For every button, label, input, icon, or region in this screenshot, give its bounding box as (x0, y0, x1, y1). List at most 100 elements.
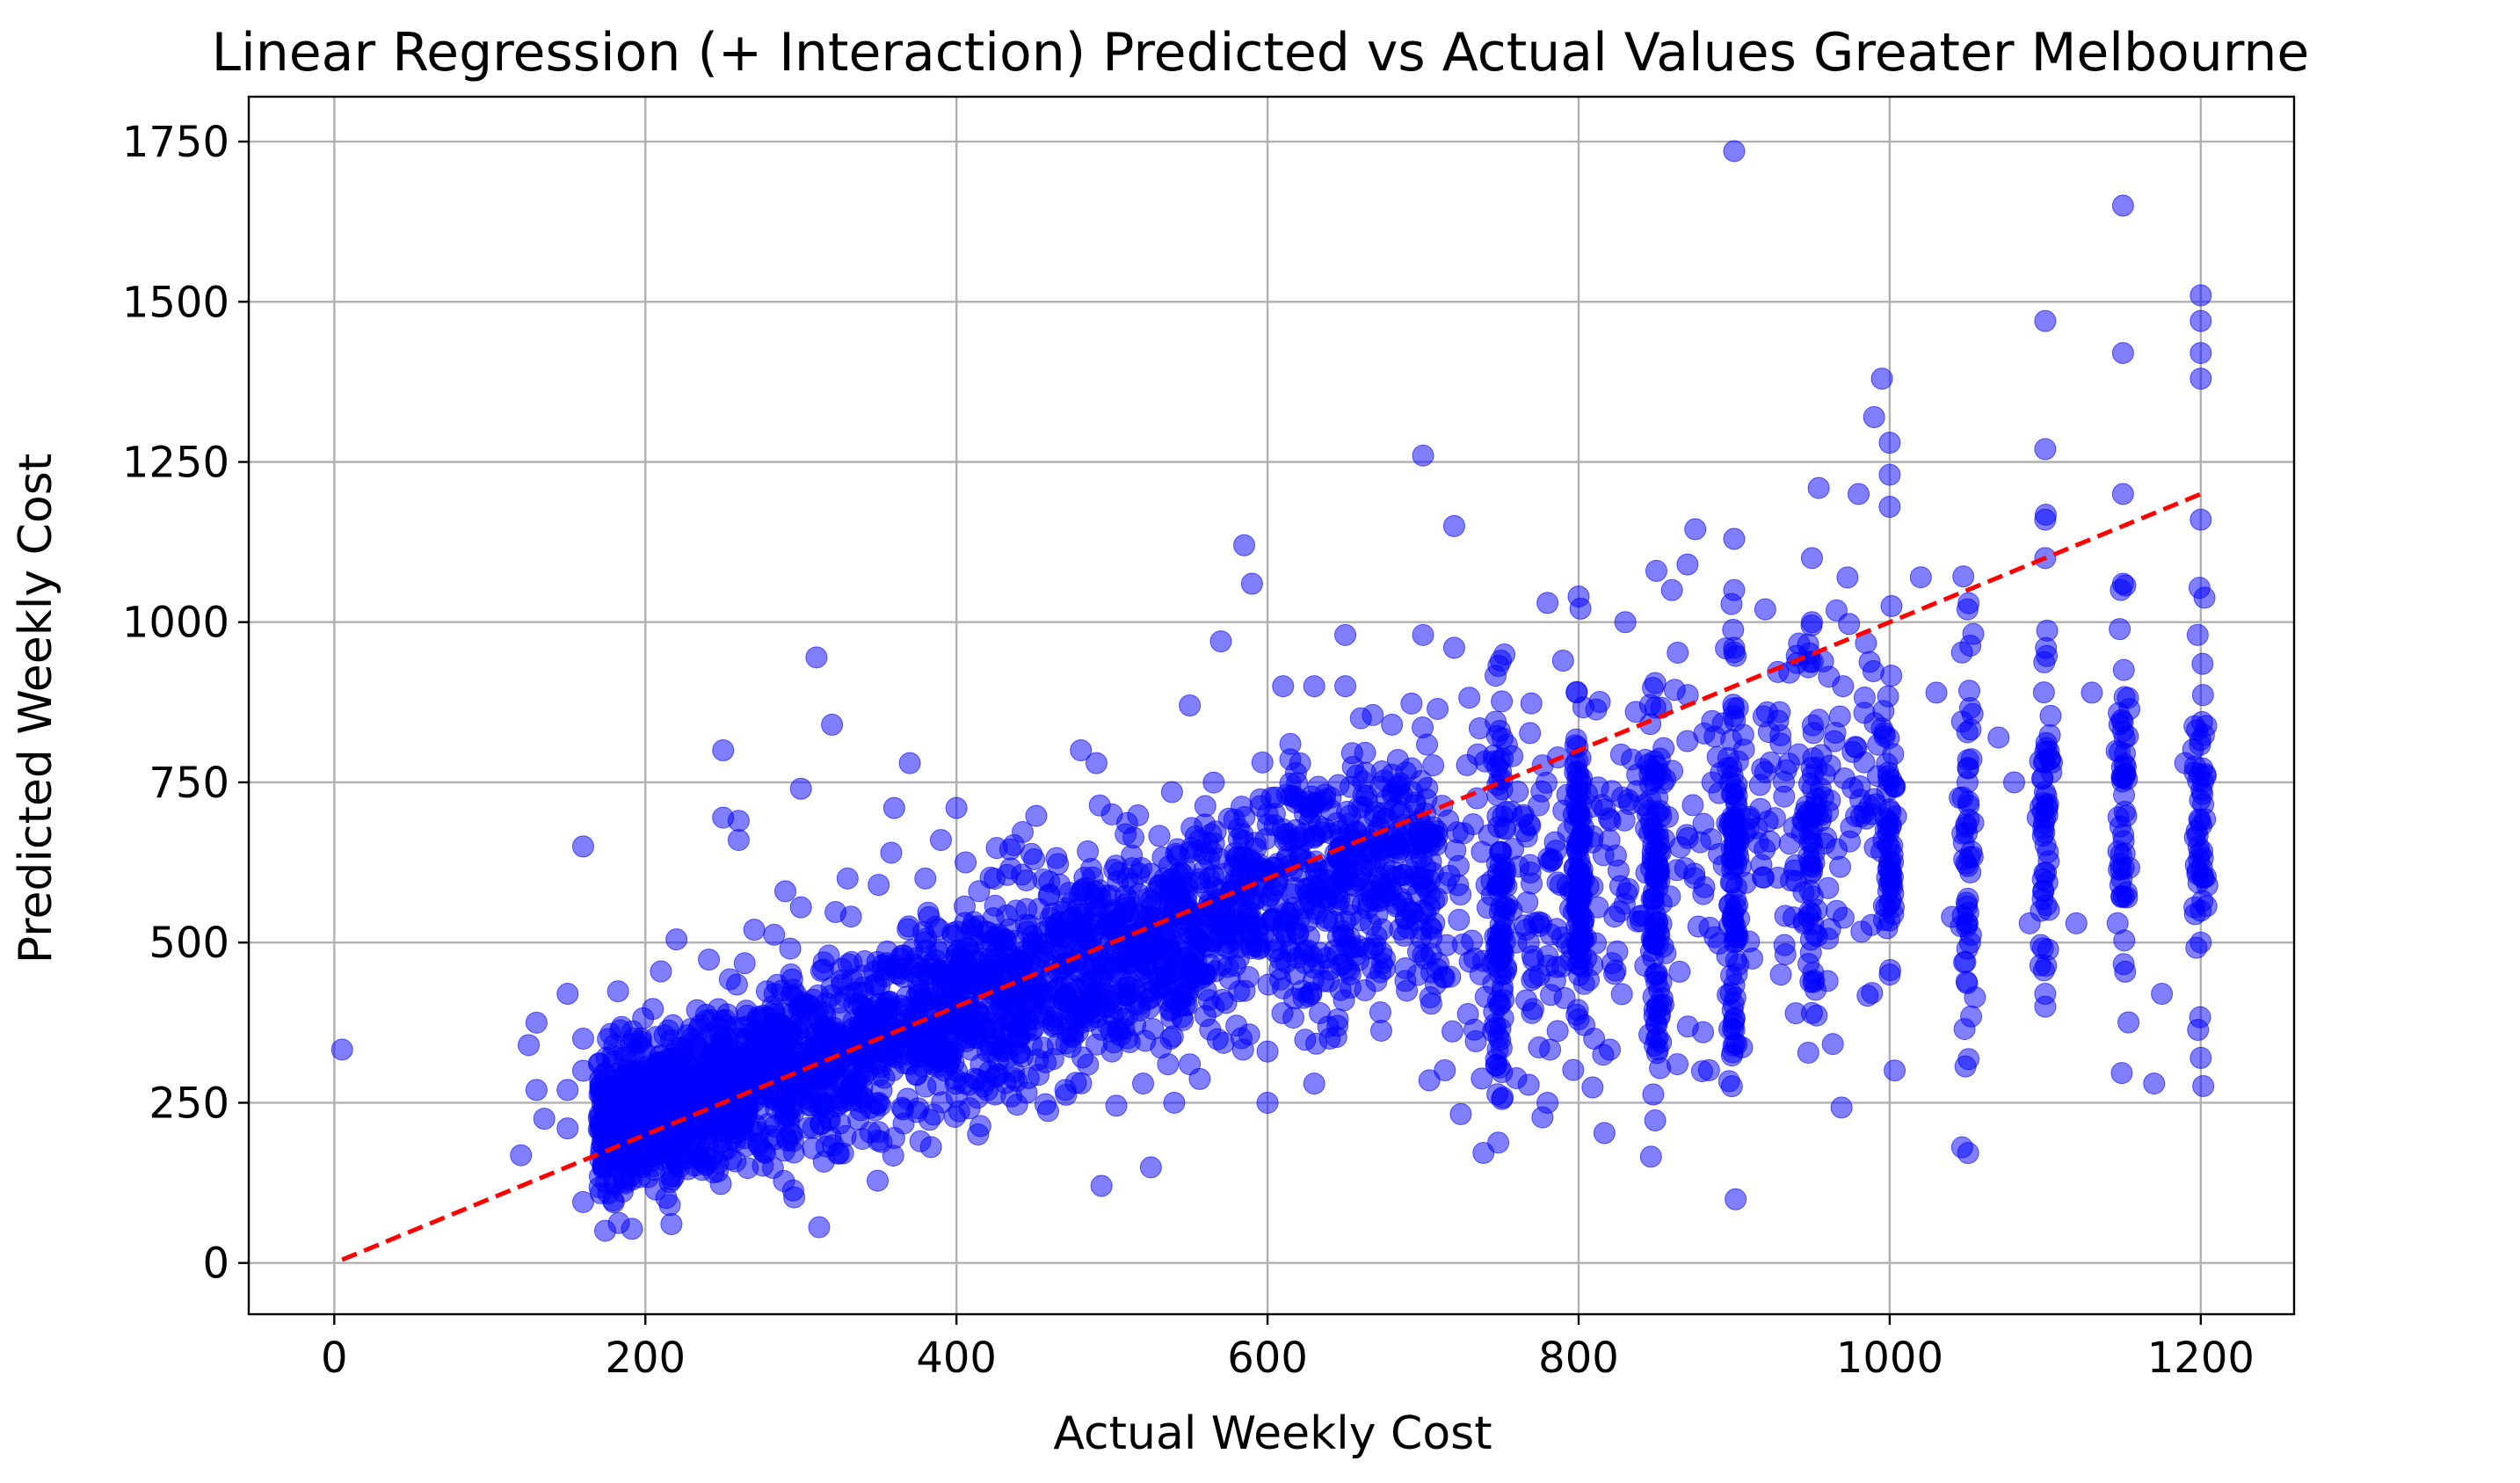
data-point (2143, 1072, 2166, 1095)
data-point (781, 1179, 804, 1202)
data-point (2192, 1074, 2215, 1097)
data-point (771, 1002, 794, 1025)
data-point (1090, 1174, 1113, 1197)
data-point (808, 1030, 831, 1053)
data-point (1202, 930, 1224, 953)
data-point (601, 1189, 624, 1212)
axes-frame (247, 95, 2296, 1316)
data-point (1434, 872, 1457, 895)
data-point (1396, 979, 1419, 1002)
data-point (2109, 618, 2131, 641)
data-point (1519, 722, 1542, 745)
data-point (984, 894, 1006, 917)
data-point (2111, 194, 2134, 217)
data-point (914, 867, 937, 890)
data-point (1830, 1096, 1853, 1119)
data-point (712, 1139, 735, 1162)
data-point (1422, 754, 1445, 777)
data-point (1475, 874, 1498, 897)
data-point (1666, 1053, 1688, 1076)
data-point (1474, 985, 1497, 1008)
data-point (1412, 867, 1434, 890)
data-point (1738, 805, 1761, 828)
data-point (945, 944, 968, 967)
data-point (2081, 681, 2103, 704)
data-point (789, 896, 812, 919)
data-point (1688, 831, 1711, 854)
data-point (1230, 1027, 1253, 1050)
data-point (812, 958, 835, 981)
data-point (1583, 1028, 1606, 1050)
data-point (1381, 713, 1404, 736)
data-point (1059, 1036, 1082, 1058)
data-point (1546, 1020, 1569, 1043)
data-point (1045, 847, 1068, 869)
data-point (1800, 611, 1823, 634)
data-point (1752, 866, 1775, 889)
data-point (1199, 1018, 1222, 1041)
data-point (1950, 1136, 1973, 1159)
data-point (1023, 1008, 1046, 1031)
data-point (665, 928, 688, 951)
data-point (2034, 983, 2057, 1006)
data-point (1536, 592, 1559, 614)
data-point (1863, 405, 1885, 428)
x-tick-label: 600 (1227, 1334, 1308, 1383)
data-point (2065, 912, 2088, 934)
data-point (847, 1065, 870, 1088)
data-point (1957, 1048, 1980, 1071)
data-point (653, 1024, 676, 1047)
data-point (1197, 989, 1220, 1012)
data-point (1286, 947, 1309, 970)
data-point (813, 1092, 836, 1115)
data-point (1690, 1060, 1713, 1083)
data-point (1420, 992, 1442, 1015)
data-point (2190, 1046, 2212, 1069)
data-point (634, 1098, 657, 1121)
data-point (1539, 1038, 1562, 1061)
data-point (1441, 1020, 1463, 1043)
data-point (1142, 1018, 1165, 1041)
data-point (518, 1034, 541, 1057)
data-point (2191, 684, 2214, 707)
data-point (2112, 658, 2135, 681)
data-point (2189, 809, 2211, 832)
data-point (1769, 723, 1792, 746)
data-point (868, 874, 890, 897)
data-point (2151, 983, 2174, 1006)
data-point (1667, 641, 1689, 664)
data-point (812, 1150, 835, 1173)
data-point (978, 963, 1001, 986)
data-point (707, 998, 730, 1021)
data-point (907, 963, 930, 986)
x-axis-ticks: 0 200 400 600 800 1000 1200 (321, 1314, 2255, 1383)
y-tick-label: 1750 (122, 118, 229, 167)
data-point (2039, 704, 2062, 727)
y-tick-label: 1500 (122, 278, 229, 327)
data-point (1505, 931, 1528, 954)
data-point (1334, 675, 1357, 698)
data-point (1836, 566, 1859, 589)
data-point (2191, 782, 2214, 805)
data-point (2111, 342, 2134, 365)
data-point (1722, 694, 1745, 716)
data-point (1311, 790, 1333, 813)
data-point (1434, 1058, 1456, 1081)
data-point (945, 1032, 968, 1055)
data-point (1884, 775, 1906, 798)
data-point (1340, 742, 1363, 765)
data-point (1472, 1142, 1495, 1165)
data-point (2115, 881, 2138, 904)
data-point (863, 973, 886, 996)
data-point (1303, 675, 1325, 698)
data-point (1245, 915, 1268, 938)
data-point (1725, 1188, 1747, 1210)
data-point (1412, 899, 1434, 922)
data-point (1660, 578, 1683, 601)
data-point (2190, 342, 2212, 365)
data-point (968, 880, 991, 903)
data-point (2111, 483, 2134, 505)
data-point (642, 998, 664, 1021)
data-point (1323, 874, 1346, 897)
data-point (945, 796, 968, 819)
